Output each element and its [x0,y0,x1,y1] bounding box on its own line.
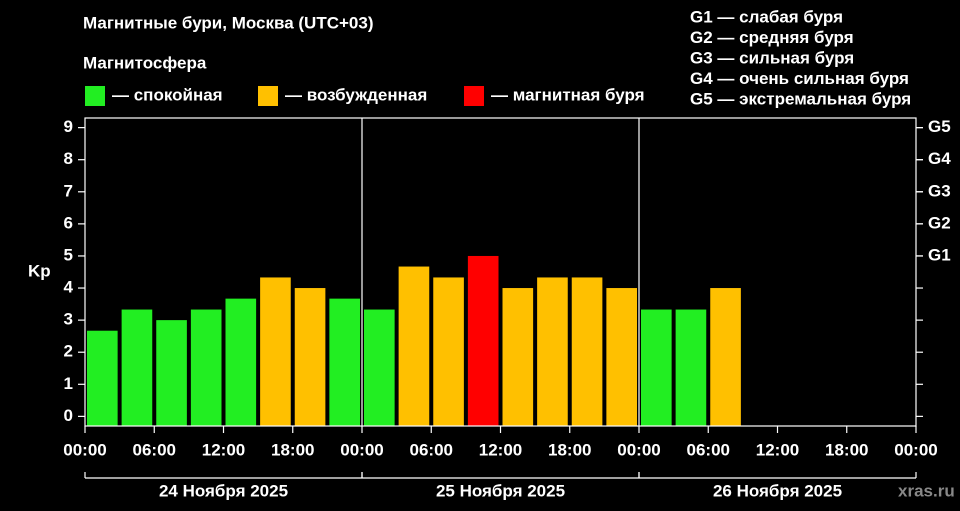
storm-level: G4 — очень сильная буря [690,69,909,88]
bar [329,298,360,426]
bar [537,277,568,426]
y-tick-label: 0 [64,406,73,425]
x-tick-label: 06:00 [133,440,176,459]
y-tick-label: 6 [64,213,73,232]
storm-level: G3 — сильная буря [690,48,854,67]
x-tick-label: 00:00 [63,440,106,459]
x-tick-label: 00:00 [617,440,660,459]
bar [225,298,257,426]
day-label: 26 Ноября 2025 [713,481,842,500]
legend-swatch [464,86,484,106]
x-tick-label: 12:00 [202,440,245,459]
bar [87,330,118,426]
bar [190,309,222,426]
bar [467,255,499,426]
x-tick-label: 12:00 [756,440,799,459]
watermark: xras.ru [898,481,955,500]
y2-tick-label: G3 [928,181,951,200]
day-label: 25 Ноября 2025 [436,481,565,500]
legend-swatch [258,86,278,106]
bar [260,277,291,426]
storm-level: G5 — экстремальная буря [690,89,911,108]
x-tick-label: 18:00 [825,440,868,459]
bar [502,288,534,426]
bar [571,277,603,426]
x-tick-label: 18:00 [548,440,591,459]
storm-level: G1 — слабая буря [690,7,843,26]
x-tick-label: 00:00 [340,440,383,459]
y-tick-label: 2 [64,342,73,361]
legend-label: — возбужденная [285,85,427,104]
x-tick-label: 12:00 [479,440,522,459]
y-tick-label: 9 [64,117,73,136]
y2-tick-label: G4 [928,149,951,168]
y2-tick-label: G1 [928,245,951,264]
x-tick-label: 06:00 [410,440,453,459]
bar [398,266,430,426]
bar [156,320,187,426]
x-tick-label: 18:00 [271,440,314,459]
bar [121,309,153,426]
y-axis-label: Kp [28,261,51,280]
y-tick-label: 8 [64,149,73,168]
bar [710,288,741,426]
bar [433,277,464,426]
bar [606,288,637,426]
y-tick-label: 1 [64,374,73,393]
x-tick-label: 06:00 [687,440,730,459]
y-tick-label: 5 [64,245,73,264]
storm-level: G2 — средняя буря [690,28,854,47]
bar [641,309,672,426]
y-tick-label: 7 [64,181,73,200]
chart-title: Магнитные бури, Москва (UTC+03) [83,13,374,32]
legend-label: — магнитная буря [491,85,645,104]
legend-swatch [85,86,105,106]
x-tick-label: 00:00 [894,440,937,459]
bar [675,309,707,426]
bar [294,288,326,426]
day-label: 24 Ноября 2025 [159,481,288,500]
y2-tick-label: G2 [928,213,951,232]
y-tick-label: 3 [64,310,73,329]
y-tick-label: 4 [64,278,74,297]
legend-title: Магнитосфера [83,53,207,72]
bar [364,309,395,426]
y2-tick-label: G5 [928,117,951,136]
legend-label: — спокойная [112,85,223,104]
